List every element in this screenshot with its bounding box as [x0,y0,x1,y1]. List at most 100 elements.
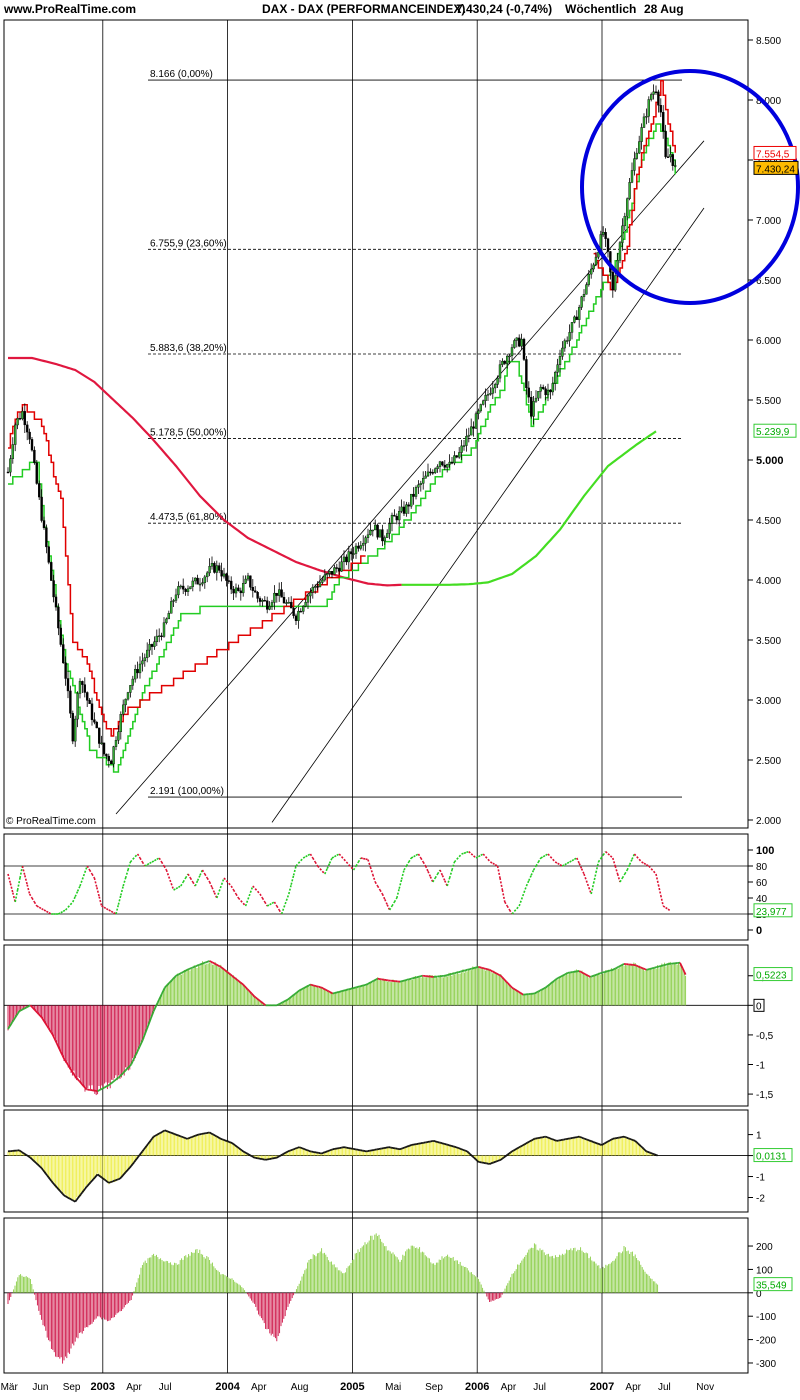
candle-body [419,483,422,485]
signal-segment [217,964,220,967]
fibonacci-label: 2.191 (100,00%) [150,786,224,797]
candle-body [148,644,151,651]
signal-segment [619,964,622,967]
stoch-segment [518,899,523,907]
signal-segment [599,1143,602,1146]
candle-body [575,316,578,320]
price-tick-label: 8.000 [756,96,781,107]
stoch-segment [348,864,352,868]
signal-segment [249,1154,253,1157]
signal-segment [95,1173,99,1177]
signal-segment [518,1145,521,1149]
signal-segment [51,1034,56,1039]
signal-segment [142,1033,147,1038]
signal-segment [464,1149,467,1152]
signal-segment [237,979,240,983]
candle-body [354,545,358,554]
stoch-segment [88,869,93,875]
signal-segment [54,1040,58,1045]
stoch-segment [305,854,309,858]
stoch-segment [451,861,456,871]
signal-segment [491,970,495,973]
stoch-segment [14,889,19,903]
signal-segment [493,1161,496,1164]
signal-segment [186,1137,189,1140]
candle-body [424,475,427,479]
candle-body [405,504,408,514]
x-axis-label: 2006 [465,1381,489,1393]
candle-body [119,714,123,732]
stoch-segment [612,857,616,867]
candle-body [273,592,276,603]
candle-body [633,158,636,171]
signal-segment [629,1137,632,1141]
candle-body [496,377,499,385]
signal-segment [191,966,194,969]
signal-segment [18,1149,22,1152]
signal-segment [616,966,619,969]
stoch-segment [396,888,400,899]
signal-segment [620,963,624,967]
candle-body [537,391,540,399]
candle-body [30,439,34,451]
signal-segment [20,1008,23,1012]
candle-body [357,545,360,549]
candle-body [318,582,322,587]
candle-body [422,478,425,484]
signal-segment [643,967,646,971]
signal-segment [105,1179,108,1183]
candle-body [374,524,377,531]
signal-segment [637,1142,641,1146]
stoch-segment [206,877,211,883]
candle-body [270,602,274,607]
signal-segment [286,998,289,1001]
signal-segment [469,1153,473,1156]
candle-body [280,589,283,598]
signal-segment [239,1148,243,1152]
signal-segment [555,1139,558,1142]
candle-body [498,364,502,379]
signal-segment [561,974,565,977]
candle-body [76,693,79,720]
signal-segment [637,965,640,968]
signal-segment [140,1040,144,1045]
signal-segment [224,1139,227,1142]
signal-segment [625,1136,628,1139]
signal-segment [235,1145,239,1148]
stoch-segment [276,905,280,911]
candle-body [172,600,175,602]
signal-segment [592,974,595,977]
x-axis-label: Apr [501,1382,517,1393]
signal-segment [295,990,299,994]
signal-segment [241,982,244,986]
signal-segment [279,1002,282,1005]
stoch-segment [350,866,355,871]
candle-body [275,592,278,596]
stoch-segment [468,851,472,855]
fibonacci-label: 8.166 (0,00%) [150,69,213,80]
candle-body [486,394,490,396]
stoch-segment [237,897,242,902]
signal-segment [258,999,261,1002]
signal-segment [597,972,600,976]
candle-body [73,718,77,742]
stoch-segment [338,853,343,858]
stoch-segment [571,858,575,862]
signal-segment [473,1157,477,1160]
candle-body [227,580,231,582]
candle-body [417,484,420,488]
signal-segment [402,1146,405,1150]
signal-segment [118,1075,121,1079]
candle-body [429,471,432,474]
signal-segment [300,988,303,991]
stoch-segment [580,868,585,875]
candle-body [66,678,70,692]
stoch-segment [242,902,247,907]
candle-body [542,386,545,389]
signal-segment [462,1148,465,1152]
stoch-segment [280,907,285,915]
signal-segment [61,1193,65,1196]
signal-segment [38,1164,41,1168]
stoch-segment [307,853,311,857]
stoch-segment [144,863,148,867]
